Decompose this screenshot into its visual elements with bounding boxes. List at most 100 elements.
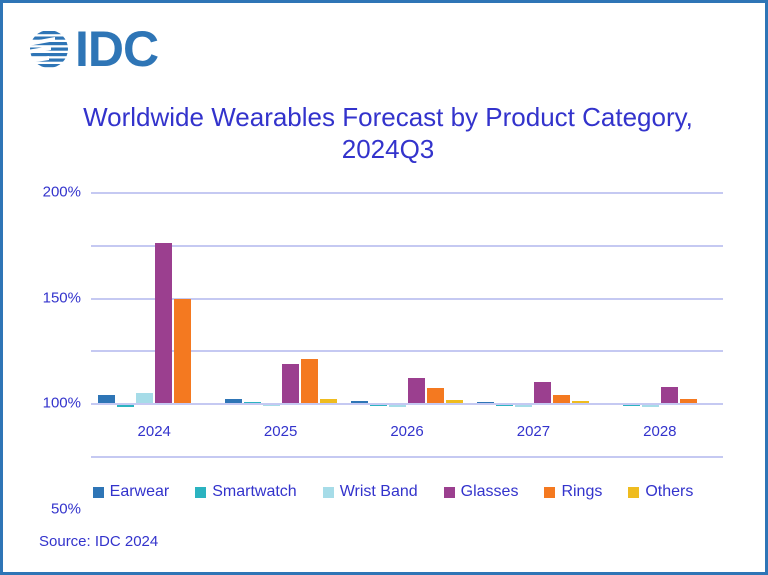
bar-cluster: 2024	[91, 193, 217, 457]
legend-label: Glasses	[460, 483, 519, 500]
bar-slot	[603, 193, 621, 457]
bar-group	[597, 193, 723, 457]
bar-slot	[224, 193, 242, 457]
bar-group	[217, 193, 343, 457]
bar-others-2026[interactable]	[446, 399, 464, 405]
y-axis-tick-label: 50%	[50, 500, 81, 518]
bar-slot	[553, 193, 571, 457]
legend-swatch-icon	[544, 486, 556, 498]
gridline: 50%	[51, 350, 723, 517]
bar-slot	[408, 193, 426, 457]
bar-slot	[572, 193, 590, 457]
bar-group	[470, 193, 596, 457]
idc-logo: IDC	[25, 21, 159, 77]
globe-icon	[27, 31, 68, 68]
bar-wrist-band-2027[interactable]	[515, 404, 533, 408]
bar-cluster: 2026	[344, 193, 470, 457]
legend-swatch-icon	[322, 486, 334, 498]
bar-slot	[117, 193, 135, 457]
x-axis-tick-label: 2028	[643, 423, 677, 440]
bar-slot	[660, 193, 678, 457]
chart-legend: Earwear Smartwatch Wrist Band Glasses Rings O…	[63, 483, 723, 501]
bar-wrist-band-2026[interactable]	[389, 404, 407, 407]
bar-rings-2024[interactable]	[174, 298, 192, 405]
bar-rings-2026[interactable]	[427, 388, 445, 405]
legend-item-earwear[interactable]: Earwear	[92, 483, 170, 501]
bar-rings-2027[interactable]	[553, 394, 571, 405]
y-axis-tick-label: 200%	[42, 183, 81, 201]
bar-glasses-2025[interactable]	[281, 364, 299, 405]
x-axis-tick-label: 2027	[516, 423, 551, 440]
bar-smartwatch-2025[interactable]	[243, 402, 261, 405]
bar-rings-2025[interactable]	[300, 358, 318, 405]
bar-group	[91, 193, 217, 457]
zero-axis-line	[91, 403, 723, 406]
bar-slot	[98, 193, 116, 457]
legend-swatch-icon	[443, 486, 455, 498]
bar-glasses-2024[interactable]	[155, 242, 173, 405]
legend-item-rings[interactable]: Rings	[544, 483, 602, 501]
bar-earwear-2025[interactable]	[224, 398, 242, 405]
bar-glasses-2027[interactable]	[534, 382, 552, 405]
page-title: Worldwide Wearables Forecast by Product …	[83, 102, 693, 164]
x-axis-tick-label: 2025	[263, 423, 298, 440]
bar-slot	[262, 193, 280, 457]
legend-label: Wrist Band	[339, 483, 418, 500]
bar-slot	[351, 193, 369, 457]
bar-others-2025[interactable]	[319, 398, 337, 405]
legend-label: Earwear	[109, 483, 170, 500]
y-axis-tick-label: 100%	[42, 394, 81, 412]
gridline: 200%	[43, 184, 723, 201]
bar-slot	[389, 193, 407, 457]
bar-smartwatch-2024[interactable]	[117, 404, 135, 408]
bar-slot	[427, 193, 445, 457]
bar-smartwatch-2028[interactable]	[622, 404, 640, 407]
bar-slot	[300, 193, 318, 457]
bar-slot	[515, 193, 533, 457]
bar-slot	[193, 193, 210, 457]
bar-cluster: 2025	[217, 193, 343, 457]
legend-swatch-icon	[195, 486, 207, 498]
bar-slot	[622, 193, 640, 457]
legend-label: Smartwatch	[212, 483, 297, 500]
bar-slot	[136, 193, 154, 457]
legend-item-smartwatch[interactable]: Smartwatch	[195, 483, 297, 501]
bar-others-2027[interactable]	[572, 401, 590, 405]
bar-rings-2028[interactable]	[679, 398, 697, 405]
bar-wrist-band-2028[interactable]	[641, 404, 659, 408]
legend-label: Others	[645, 483, 694, 500]
bar-group	[344, 193, 470, 457]
bar-smartwatch-2027[interactable]	[496, 404, 514, 407]
bar-smartwatch-2026[interactable]	[370, 404, 388, 407]
legend-swatch-icon	[92, 486, 104, 498]
bar-slot	[319, 193, 337, 457]
bar-slot	[641, 193, 659, 457]
bar-earwear-2027[interactable]	[477, 401, 495, 405]
gridline: -50%	[91, 456, 723, 458]
legend-item-others[interactable]: Others	[628, 483, 693, 501]
bar-wrist-band-2025[interactable]	[262, 404, 280, 407]
bar-wrist-band-2024[interactable]	[136, 392, 154, 405]
bar-earwear-2024[interactable]	[98, 394, 116, 405]
source-note: Source: IDC 2024	[39, 533, 159, 550]
bar-slot	[281, 193, 299, 457]
bar-slot	[243, 193, 261, 457]
bar-slot	[534, 193, 552, 457]
legend-item-glasses[interactable]: Glasses	[443, 483, 519, 501]
bar-glasses-2028[interactable]	[660, 387, 678, 405]
idc-logo-text: IDC	[75, 21, 159, 77]
bar-earwear-2026[interactable]	[351, 401, 369, 405]
bar-slot	[370, 193, 388, 457]
bar-slot	[496, 193, 514, 457]
bar-slot	[155, 193, 173, 457]
bar-slot	[174, 193, 192, 457]
bar-cluster: 2028	[597, 193, 723, 457]
gridline: 150%	[43, 244, 723, 306]
legend-item-wrist-band[interactable]: Wrist Band	[322, 483, 418, 501]
gridline: 100%	[43, 297, 723, 412]
y-axis-tick-label: 150%	[42, 289, 81, 307]
legend-label: Rings	[561, 483, 603, 500]
x-axis-tick-label: 2024	[137, 423, 171, 440]
bar-glasses-2026[interactable]	[408, 377, 426, 405]
